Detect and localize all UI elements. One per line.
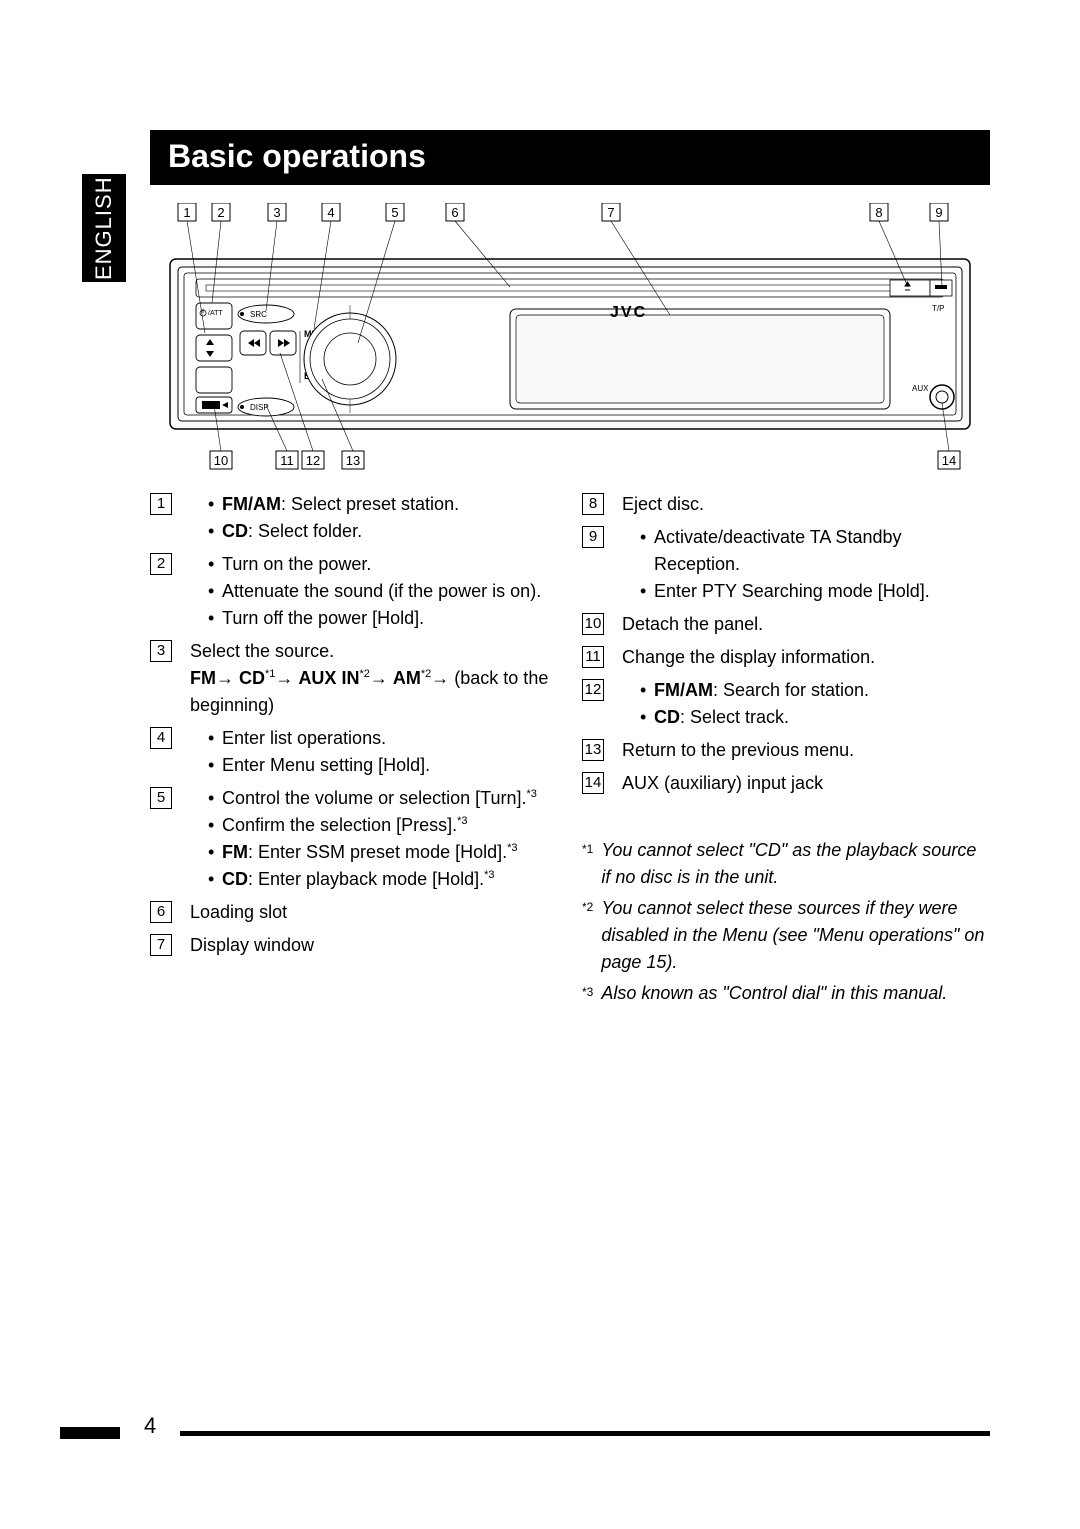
descriptions: 1FM/AM: Select preset station.CD: Select…: [150, 491, 990, 1011]
device-diagram: /ATT SRC DISP: [150, 203, 990, 473]
svg-text:1: 1: [183, 205, 190, 220]
desc-item-3: 3Select the source.FM→ CD*1→ AUX IN*2→ A…: [150, 638, 558, 719]
desc-item-number: 10: [582, 613, 604, 635]
desc-item-9: 9Activate/deactivate TA Standby Receptio…: [582, 524, 990, 605]
desc-item-number: 14: [582, 772, 604, 794]
left-column: 1FM/AM: Select preset station.CD: Select…: [150, 491, 558, 1011]
label-src: SRC: [250, 310, 267, 319]
desc-item-8: 8Eject disc.: [582, 491, 990, 518]
label-disp: DISP: [250, 403, 269, 412]
svg-text:12: 12: [306, 453, 320, 468]
label-power-att: /ATT: [208, 310, 223, 317]
desc-item-14: 14AUX (auxiliary) input jack: [582, 770, 990, 797]
desc-item-6: 6Loading slot: [150, 899, 558, 926]
desc-item-number: 13: [582, 739, 604, 761]
desc-item-number: 6: [150, 901, 172, 923]
desc-item-number: 4: [150, 727, 172, 749]
desc-item-7: 7Display window: [150, 932, 558, 959]
desc-item-number: 1: [150, 493, 172, 515]
page-title: Basic operations: [150, 130, 990, 185]
desc-item-5: 5Control the volume or selection [Turn].…: [150, 785, 558, 893]
desc-item-12: 12FM/AM: Search for station.CD: Select t…: [582, 677, 990, 731]
svg-text:9: 9: [935, 205, 942, 220]
svg-text:6: 6: [451, 205, 458, 220]
desc-item-13: 13Return to the previous menu.: [582, 737, 990, 764]
svg-text:2: 2: [217, 205, 224, 220]
label-tp: T/P: [932, 304, 944, 313]
svg-text:8: 8: [875, 205, 882, 220]
desc-item-number: 7: [150, 934, 172, 956]
page-footer: 4: [60, 1427, 990, 1439]
svg-text:4: 4: [327, 205, 334, 220]
footnotes: *1You cannot select "CD" as the playback…: [582, 837, 990, 1007]
svg-text:5: 5: [391, 205, 398, 220]
language-tab: ENGLISH: [82, 174, 126, 282]
svg-text:11: 11: [280, 453, 294, 468]
svg-text:13: 13: [346, 453, 360, 468]
desc-item-2: 2Turn on the power.Attenuate the sound (…: [150, 551, 558, 632]
desc-item-4: 4Enter list operations.Enter Menu settin…: [150, 725, 558, 779]
page: ENGLISH Basic operations: [60, 130, 990, 1469]
brand-logo: JVC: [610, 304, 647, 321]
desc-item-number: 2: [150, 553, 172, 575]
desc-item-1: 1FM/AM: Select preset station.CD: Select…: [150, 491, 558, 545]
desc-item-number: 11: [582, 646, 604, 668]
label-aux: AUX: [912, 384, 929, 393]
svg-text:7: 7: [607, 205, 614, 220]
desc-item-number: 12: [582, 679, 604, 701]
right-column: 8Eject disc. 9Activate/deactivate TA Stan…: [582, 491, 990, 1011]
desc-item-number: 5: [150, 787, 172, 809]
desc-item-11: 11Change the display information.: [582, 644, 990, 671]
desc-item-number: 9: [582, 526, 604, 548]
page-number: 4: [144, 1413, 156, 1439]
desc-item-number: 3: [150, 640, 172, 662]
svg-text:14: 14: [942, 453, 956, 468]
svg-text:3: 3: [273, 205, 280, 220]
svg-text:10: 10: [214, 453, 228, 468]
desc-item-number: 8: [582, 493, 604, 515]
desc-item-10: 10Detach the panel.: [582, 611, 990, 638]
